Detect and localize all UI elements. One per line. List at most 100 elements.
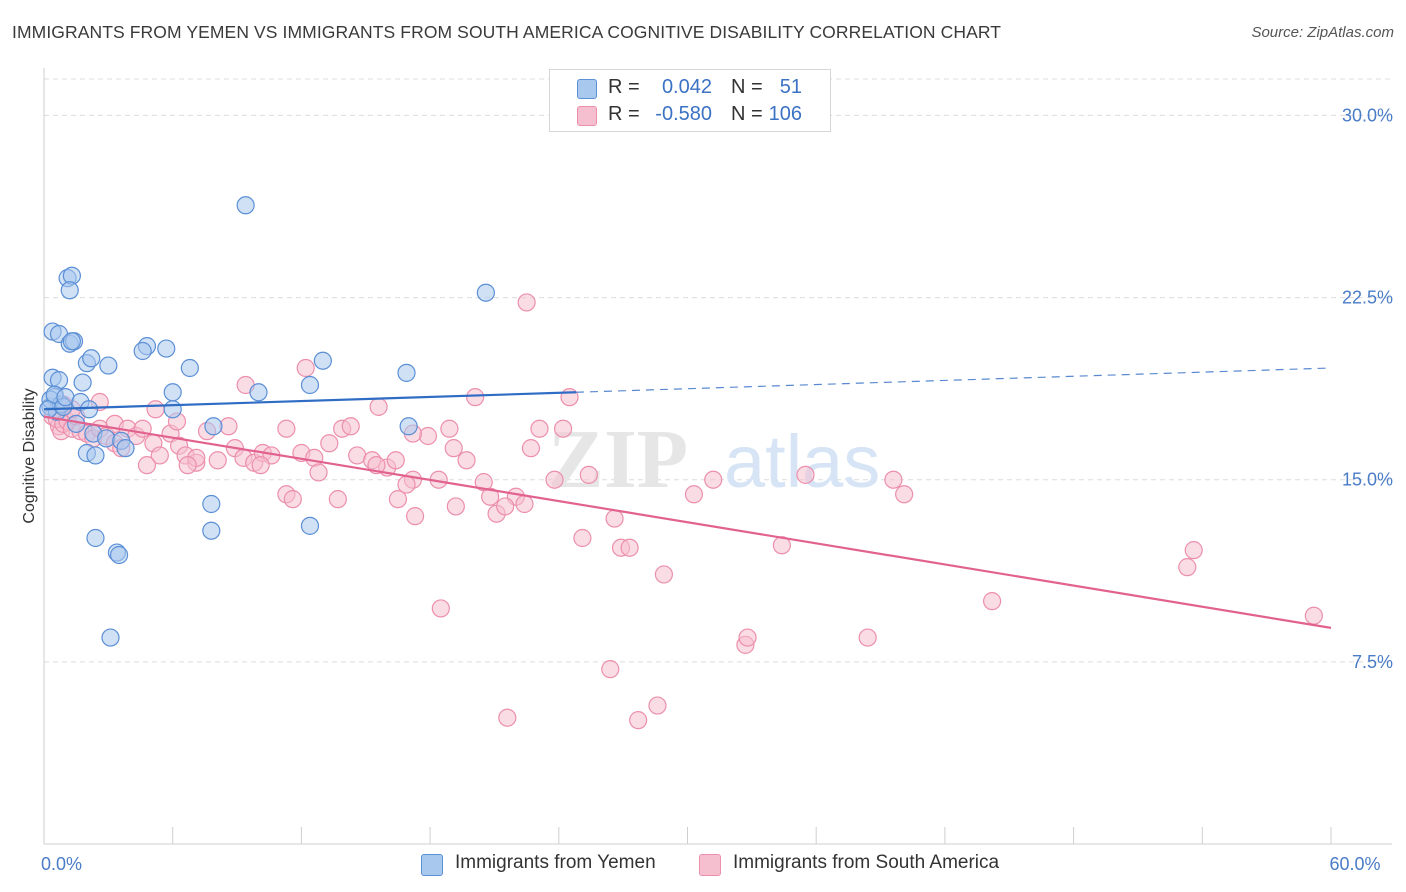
data-point-south-america <box>146 400 165 419</box>
legend-row-south-america: R = -0.580 N = 106 <box>550 102 830 128</box>
legend-r-value: 0.042 <box>661 76 712 98</box>
axes <box>43 68 1392 845</box>
data-point-yemen <box>399 417 418 436</box>
legend-n-value: 106 <box>768 103 802 125</box>
legend-n-value: 51 <box>779 76 802 98</box>
data-point-south-america <box>498 708 517 727</box>
data-point-yemen <box>82 349 101 368</box>
data-point-south-america <box>397 475 416 494</box>
data-point-yemen <box>204 417 223 436</box>
data-point-south-america <box>466 388 485 407</box>
y-tick-label: 22.5% <box>1342 288 1393 308</box>
data-point-yemen <box>249 383 268 402</box>
data-point-south-america <box>1304 606 1323 625</box>
legend-r-value: -0.580 <box>655 103 712 125</box>
trend-lines <box>43 367 1332 629</box>
data-point-south-america <box>251 456 270 475</box>
data-point-south-america <box>796 465 815 484</box>
data-point-south-america <box>457 451 476 470</box>
chart-title: IMMIGRANTS FROM YEMEN VS IMMIGRANTS FROM… <box>12 22 1002 42</box>
data-point-south-america <box>208 451 227 470</box>
data-point-south-america <box>620 538 639 557</box>
legend-row-yemen: R = 0.042 N = 51 <box>550 75 830 101</box>
stats-legend: R = 0.042 N = 51 R = -0.580 N = 106 <box>549 69 831 132</box>
data-point-south-america <box>418 426 438 446</box>
data-point-south-america <box>481 487 500 506</box>
data-point-yemen <box>62 332 81 351</box>
data-point-yemen <box>313 351 332 370</box>
data-point-yemen <box>73 373 92 392</box>
data-point-south-america <box>150 446 169 465</box>
data-point-south-america <box>560 388 579 407</box>
data-point-south-america <box>341 417 360 436</box>
data-point-yemen <box>202 494 221 514</box>
data-point-south-america <box>573 528 592 548</box>
data-point-yemen <box>86 528 105 548</box>
y-axis-label: Cognitive Disability <box>21 388 38 523</box>
data-point-yemen <box>56 388 75 407</box>
data-point-yemen <box>163 383 182 402</box>
data-point-south-america <box>1184 541 1203 560</box>
series-legend: Immigrants from Yemen Immigrants from So… <box>0 852 1406 878</box>
data-point-south-america <box>348 446 367 465</box>
data-point-south-america <box>605 509 624 528</box>
trend-line-yemen-extension <box>575 367 1332 393</box>
data-point-yemen <box>86 446 105 465</box>
data-point-yemen <box>99 356 118 375</box>
data-point-south-america <box>629 711 648 730</box>
data-point-yemen <box>116 439 135 458</box>
data-point-south-america <box>530 419 549 438</box>
data-point-yemen <box>180 358 199 378</box>
data-point-south-america <box>982 592 1002 611</box>
legend-label-yemen: Immigrants from Yemen <box>455 852 656 873</box>
data-point-south-america <box>369 397 388 416</box>
data-point-south-america <box>444 439 463 458</box>
data-point-yemen <box>236 196 255 215</box>
data-point-south-america <box>545 470 564 489</box>
y-tick-label: 15.0% <box>1342 470 1393 490</box>
tick-labels: 7.5% 15.0% 22.5% 30.0% 0.0% 60.0% <box>41 105 1393 874</box>
data-point-south-america <box>446 497 465 516</box>
data-point-yemen <box>109 545 129 565</box>
data-point-south-america <box>496 497 515 516</box>
data-point-south-america <box>178 456 197 475</box>
legend-label-south-america: Immigrants from South America <box>733 852 1000 873</box>
data-point-yemen <box>202 521 221 540</box>
data-point-south-america <box>579 465 598 484</box>
data-point-south-america <box>517 293 536 312</box>
series-south-america-points <box>43 293 1323 730</box>
data-point-south-america <box>296 358 315 378</box>
legend-r-label: R = <box>608 76 640 98</box>
data-point-south-america <box>386 451 405 470</box>
data-point-yemen <box>79 400 99 419</box>
legend-r-label: R = <box>608 103 640 125</box>
legend-swatch-south-america <box>699 854 721 876</box>
data-point-south-america <box>895 485 914 504</box>
data-point-south-america <box>137 456 157 475</box>
x-tick-label: 0.0% <box>41 854 82 874</box>
legend-swatch-yemen <box>577 79 597 99</box>
data-point-yemen <box>60 281 79 300</box>
data-point-south-america <box>648 696 667 715</box>
data-point-south-america <box>320 434 339 453</box>
data-point-south-america <box>858 628 877 647</box>
data-point-south-america <box>521 439 541 458</box>
legend-swatch-south-america <box>577 106 597 126</box>
y-tick-label: 30.0% <box>1342 105 1393 125</box>
data-point-south-america <box>405 507 425 526</box>
trend-line-south-america <box>43 415 1332 629</box>
x-tick-label: 60.0% <box>1329 854 1380 874</box>
data-point-south-america <box>388 490 408 509</box>
data-point-south-america <box>884 470 903 489</box>
data-point-yemen <box>133 341 152 361</box>
series-yemen-points <box>39 196 495 647</box>
data-point-south-america <box>515 494 534 514</box>
data-point-south-america <box>704 470 723 489</box>
data-point-south-america <box>684 485 704 504</box>
data-point-south-america <box>277 419 296 438</box>
data-point-south-america <box>283 490 302 509</box>
data-point-south-america <box>1178 558 1197 577</box>
data-point-south-america <box>431 599 450 618</box>
data-point-south-america <box>654 565 674 584</box>
